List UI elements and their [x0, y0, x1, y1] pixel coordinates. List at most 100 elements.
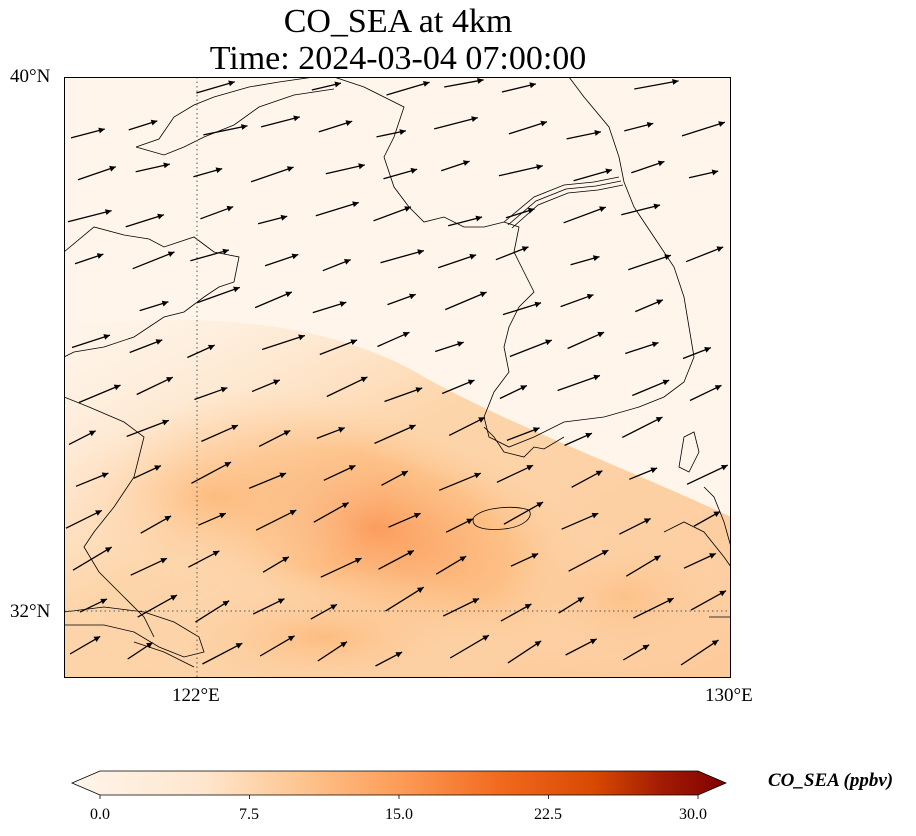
wind-arrow-shaft [373, 206, 412, 222]
wind-arrow-head [344, 259, 351, 265]
wind-arrow-head [354, 558, 362, 564]
wind-arrow-head [532, 427, 540, 433]
map-title-line2: Time: 2024-03-04 07:00:00 [209, 40, 587, 77]
wind-arrow-head [282, 556, 289, 563]
wind-arrow-head [93, 636, 101, 642]
wind-arrow-head [459, 556, 467, 562]
wind-arrow-shaft [67, 209, 112, 223]
wind-arrow-shaft [71, 334, 111, 349]
wind-arrow-head [643, 518, 651, 524]
wind-arrow-shaft [65, 509, 103, 529]
wind-arrow-head [646, 122, 654, 128]
wind-arrow-head [350, 339, 358, 345]
wind-arrow-head [404, 206, 411, 212]
wind-arrow-head [105, 209, 112, 215]
colorbar-tick-1: 7.5 [239, 806, 259, 823]
wind-arrow-head [113, 384, 121, 391]
wind-arrow-head [401, 471, 408, 477]
coastline-china-east [64, 396, 155, 638]
wind-arrow-head [338, 427, 345, 433]
wind-arrow-shaft [567, 331, 605, 350]
wind-arrow-head [241, 124, 248, 130]
wind-arrow-head [166, 377, 173, 383]
wind-arrow-shaft [437, 254, 477, 269]
coastline-shandong [64, 226, 240, 358]
wind-arrow-head [545, 339, 552, 346]
wind-arrow-head [399, 129, 406, 135]
wind-arrow-shaft [498, 165, 543, 177]
coastline-bohai [135, 88, 335, 156]
wind-arrow-shaft [260, 116, 300, 128]
wind-arrow-shaft [250, 166, 294, 183]
wind-arrow-head [711, 169, 719, 176]
wind-arrow-head [146, 642, 153, 649]
wind-arrow-head [408, 424, 416, 431]
wind-arrow-shaft [449, 634, 490, 659]
wind-arrow-shaft [628, 254, 672, 271]
wind-arrow-head [222, 248, 229, 255]
wind-arrow-head [157, 213, 164, 220]
map-canvas [64, 77, 731, 678]
wind-arrow-head [222, 600, 230, 607]
wind-arrow-head [298, 334, 305, 341]
wind-arrow-shaft [561, 512, 599, 530]
wind-arrow-shaft [77, 166, 117, 181]
wind-arrow-head [417, 587, 424, 593]
wind-arrow-head [479, 291, 487, 298]
wind-arrow-head [592, 255, 600, 262]
wind-arrow-head [650, 467, 658, 474]
wind-arrow-shaft [202, 642, 243, 665]
wind-arrow-head [161, 300, 169, 307]
colorbar-label: CO_SEA (ppbv) [768, 770, 894, 791]
wind-arrow-shaft [632, 379, 670, 397]
wind-arrow-head [599, 206, 606, 212]
wind-arrow-shaft [130, 557, 168, 576]
wind-arrow-head [534, 301, 542, 308]
wind-arrow-head [531, 553, 539, 559]
wind-arrow-head [527, 207, 535, 214]
wind-arrow-head [109, 165, 116, 172]
map-frame [64, 77, 731, 678]
wind-arrow-head [591, 512, 599, 519]
wind-arrow-shaft [680, 639, 719, 666]
lon-tick-122: 122°E [172, 685, 220, 706]
wind-arrow-head [219, 512, 226, 519]
wind-arrow-head [98, 127, 105, 134]
wind-arrow-shaft [380, 249, 425, 264]
wind-arrow-head [220, 386, 228, 393]
wind-arrow-head [360, 376, 368, 383]
coastline-korea-islands [483, 426, 565, 458]
wind-arrow-head [667, 598, 674, 604]
wind-arrow-head [595, 470, 603, 477]
wind-arrow-shaft [448, 416, 486, 436]
wind-arrow-head [280, 214, 288, 221]
wind-arrow-head [540, 120, 547, 127]
island-tsushima [678, 431, 700, 473]
wind-arrow-shaft [568, 549, 609, 572]
wind-arrow-shaft [259, 635, 295, 657]
wind-arrow-head [585, 432, 592, 439]
wind-arrow-head [224, 462, 232, 468]
wind-arrow-shaft [386, 81, 430, 96]
wind-arrow-head [721, 465, 728, 471]
border-dmz-3 [511, 184, 624, 229]
wind-arrow-head [672, 79, 679, 85]
wind-arrow-shaft [685, 246, 724, 263]
wind-arrow-shaft [622, 416, 663, 438]
wind-arrow-shaft [502, 302, 542, 316]
wind-arrow-shaft [248, 472, 287, 489]
wind-arrow-head [228, 80, 235, 87]
coastline-liaodong [135, 77, 315, 148]
wind-arrow-head [714, 385, 722, 391]
wind-arrow-head [526, 465, 534, 471]
wind-arrow-head [285, 291, 292, 298]
wind-arrow-shaft [326, 376, 368, 398]
wind-arrow-head [162, 419, 169, 426]
wind-arrow-shaft [385, 586, 425, 612]
wind-arrow-head [334, 81, 341, 88]
colorbar [70, 770, 728, 799]
wind-arrow-shaft [190, 249, 230, 262]
wind-arrow-shaft [633, 597, 674, 619]
wind-arrow-head [656, 299, 663, 305]
colorbar-tick-4: 30.0 [679, 806, 707, 823]
